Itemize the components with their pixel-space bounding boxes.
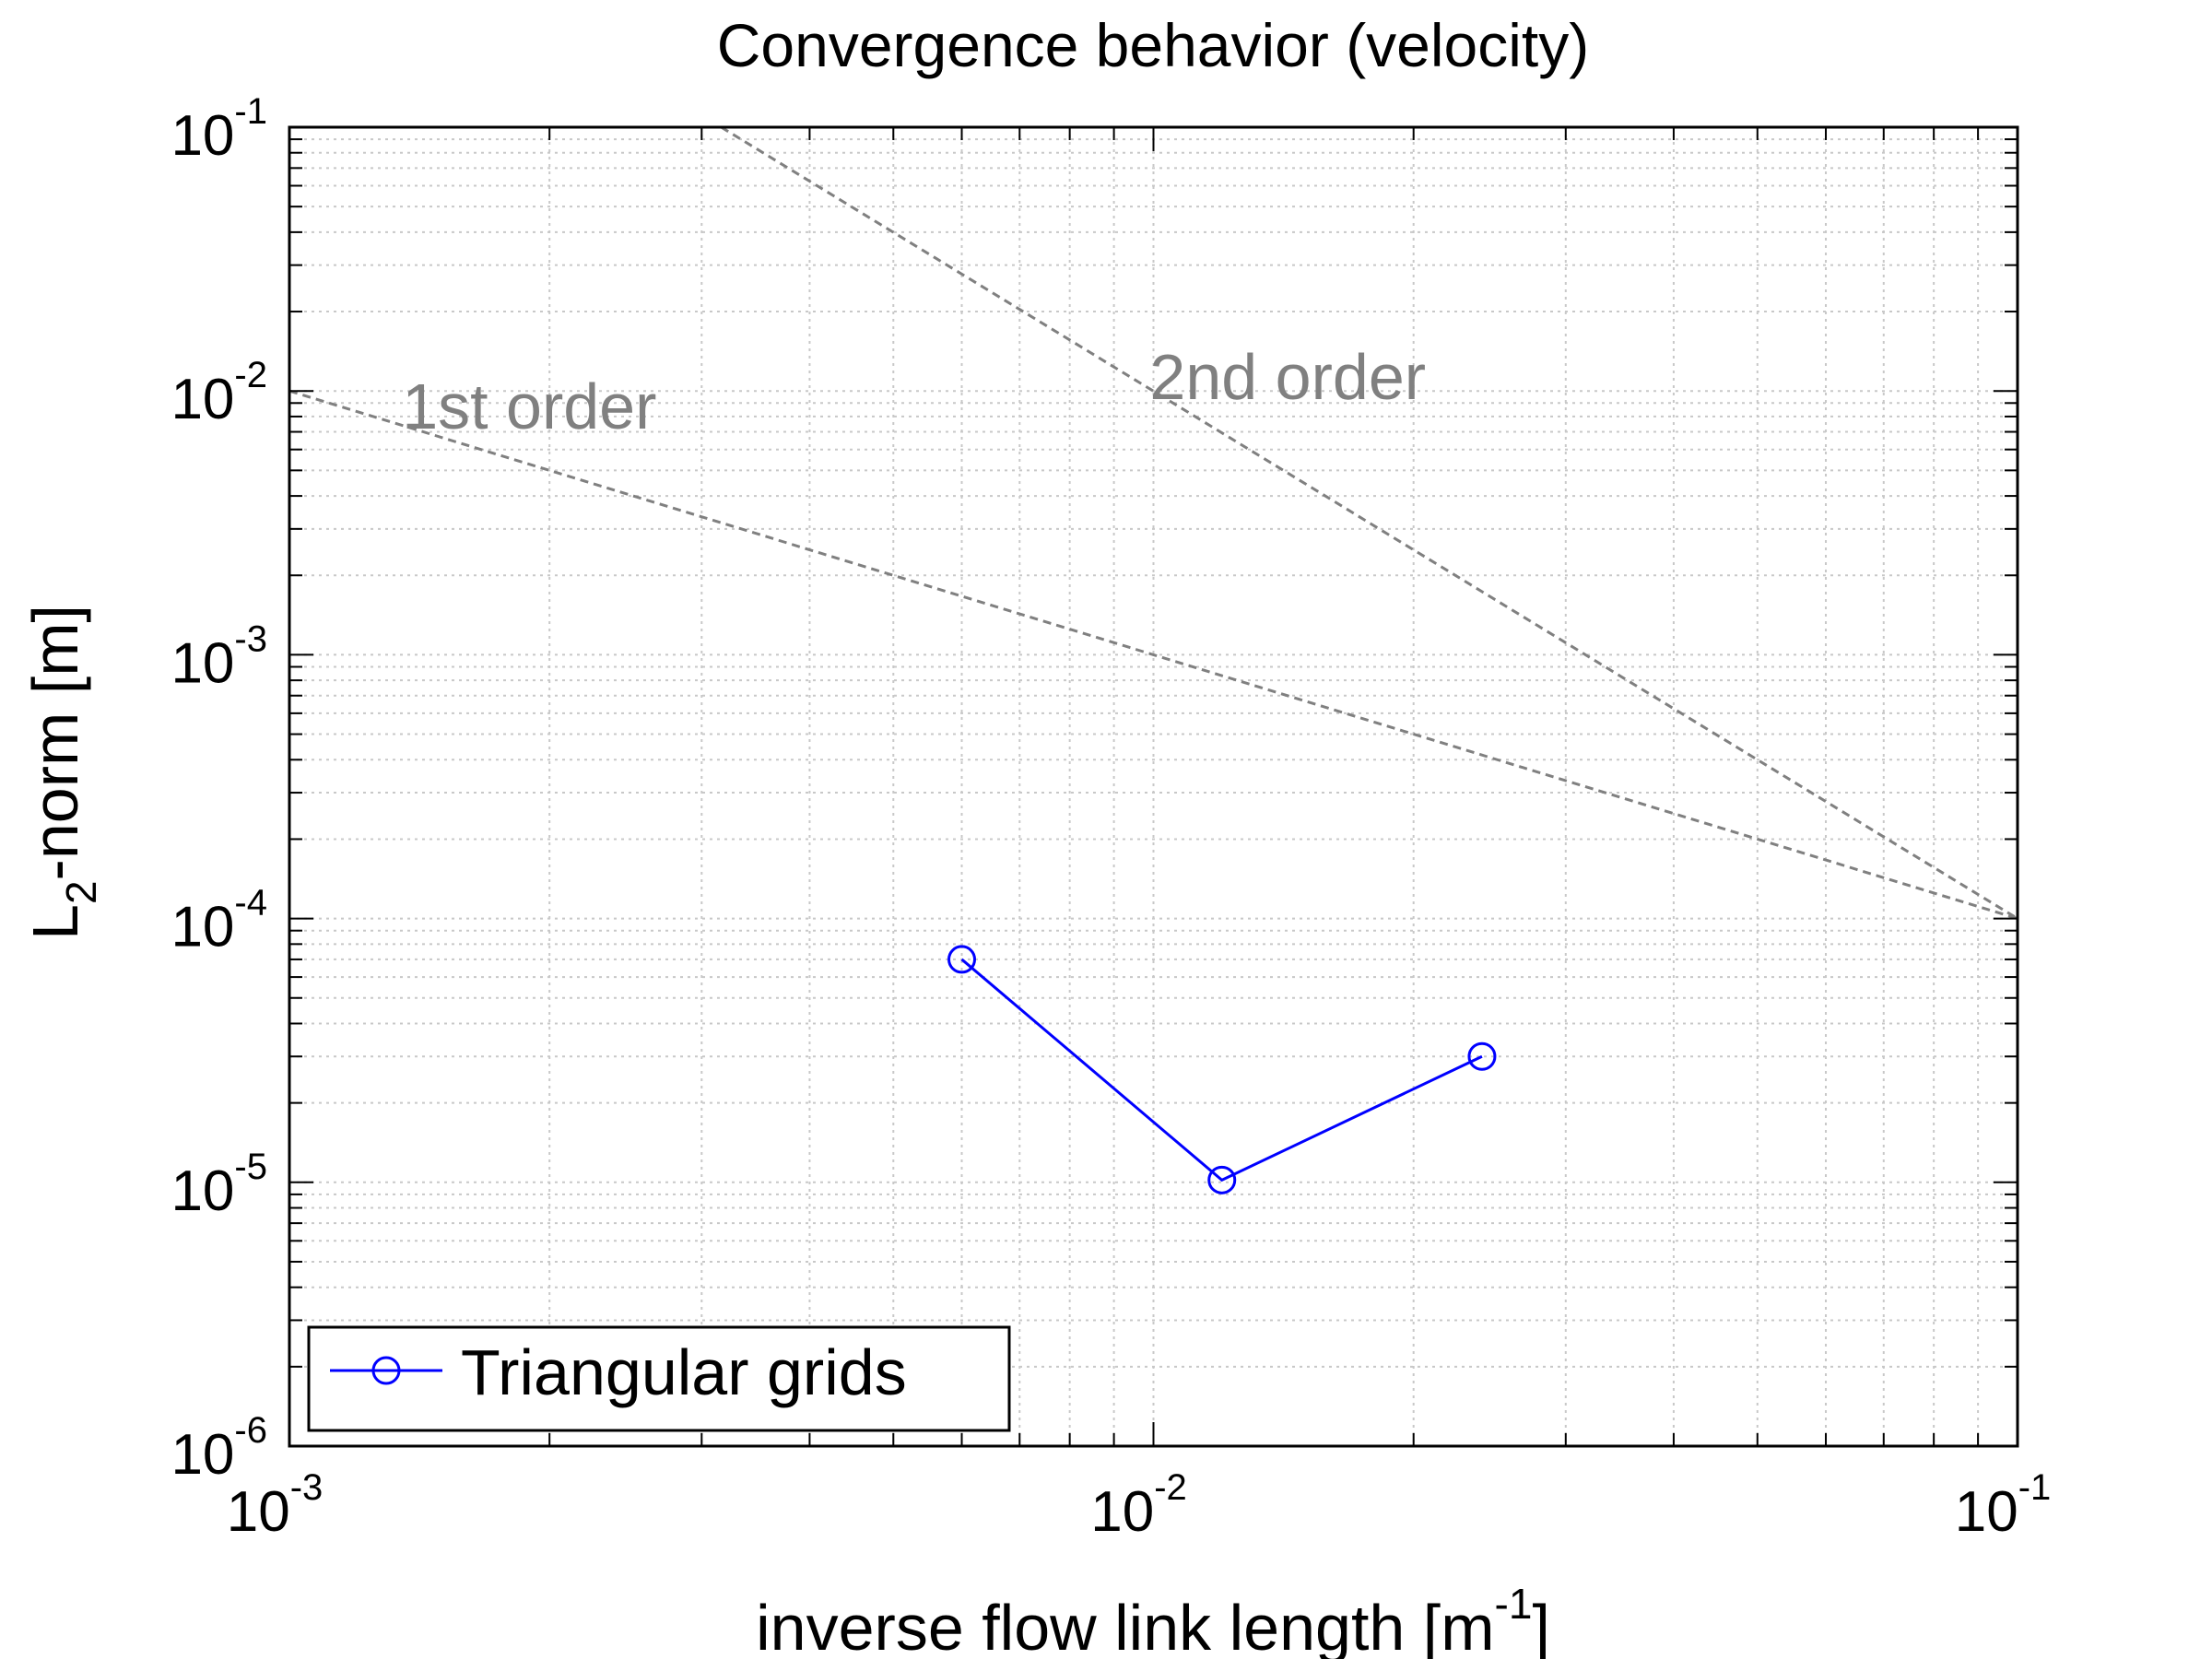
y-tick-label: 10-6 <box>171 1410 267 1487</box>
reference-label-second-order: 2nd order <box>1149 341 1426 413</box>
x-tick-label: 10-2 <box>1090 1467 1187 1544</box>
y-tick-label-exponent: -6 <box>234 1410 267 1451</box>
y-axis-label-rest: -norm [m] <box>19 605 91 880</box>
y-tick-label: 10-4 <box>171 883 267 959</box>
series-line <box>960 958 1483 1182</box>
series-point <box>947 945 977 974</box>
x-tick-label: 10-3 <box>227 1467 324 1544</box>
y-tick-label: 10-3 <box>171 618 267 695</box>
x-tick-label-exponent: -1 <box>2018 1467 2052 1508</box>
data-series <box>947 945 1497 1194</box>
legend-label: Triangular grids <box>461 1336 907 1408</box>
y-tick-label-exponent: -3 <box>234 618 267 659</box>
x-tick-label-base: 10 <box>227 1480 290 1544</box>
axis-ticks: 10-3 10-2 10-110-610-510-410-310-210-1 <box>171 91 2051 1544</box>
y-tick-label-exponent: -5 <box>234 1147 267 1187</box>
reference-label-first-order: 1st order <box>402 371 656 442</box>
reference-lines: 1st order 2nd order <box>288 125 2018 921</box>
y-tick-label-exponent: -2 <box>234 355 267 395</box>
y-axis-label: L2-norm [m] <box>19 605 105 940</box>
y-tick-label: 10-1 <box>171 91 267 168</box>
x-tick-label-base: 10 <box>1090 1480 1154 1544</box>
y-tick-label: 10-2 <box>171 355 267 431</box>
y-axis-label-main: L <box>19 904 91 940</box>
y-tick-label-base: 10 <box>171 1159 234 1223</box>
y-tick-label-exponent: -1 <box>234 91 267 132</box>
reference-line-second-order <box>720 125 2018 920</box>
series-point <box>1467 1041 1497 1071</box>
x-tick-label-base: 10 <box>1955 1480 2018 1544</box>
legend-box <box>307 1325 1011 1432</box>
y-tick-label-base: 10 <box>171 1423 234 1487</box>
x-axis-label: inverse flow link length [m-1] <box>756 1580 1550 1659</box>
y-tick-label-base: 10 <box>171 368 234 431</box>
y-axis-label-subscript: 2 <box>57 880 105 904</box>
legend-marker-sample <box>371 1356 401 1385</box>
legend: Triangular grids <box>307 1325 1011 1432</box>
y-tick-label-base: 10 <box>171 896 234 959</box>
x-tick-label-exponent: -3 <box>290 1467 324 1508</box>
grid-lines <box>289 127 2018 1446</box>
x-axis-label-exponent: -1 <box>1495 1580 1533 1628</box>
chart-title: Convergence behavior (velocity) <box>717 11 1589 79</box>
x-tick-label-exponent: -2 <box>1154 1467 1187 1508</box>
series-point <box>1207 1165 1237 1194</box>
x-axis-label-close: ] <box>1532 1592 1549 1659</box>
reference-line-first-order <box>288 389 2018 921</box>
y-tick-label-exponent: -4 <box>234 883 267 924</box>
y-tick-label-base: 10 <box>171 631 234 695</box>
x-tick-label: 10-1 <box>1955 1467 2052 1544</box>
x-axis-label-main: inverse flow link length [m <box>756 1592 1494 1659</box>
y-tick-label-base: 10 <box>171 104 234 168</box>
y-tick-label: 10-5 <box>171 1147 267 1223</box>
